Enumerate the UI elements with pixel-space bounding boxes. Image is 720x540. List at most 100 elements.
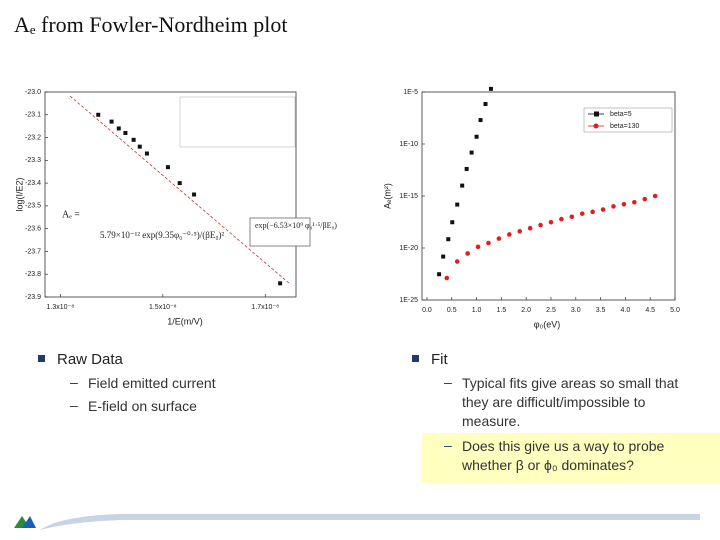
point: [137, 144, 142, 149]
y-tick-label: -23.4: [25, 180, 41, 187]
point: [486, 240, 491, 246]
slide-title: Aₑ from Fowler-Nordheim plot: [14, 12, 287, 37]
x-tick-label: 5.0: [670, 307, 680, 314]
x-tick-label: 3.5: [596, 307, 606, 314]
x-axis-title: 1/E(m/V): [167, 316, 203, 326]
point: [527, 225, 533, 231]
bullet-item: Does this give us a way to probe whether…: [462, 438, 665, 473]
x-tick-label: 1.3x10⁻⁸: [47, 304, 75, 311]
point: [441, 254, 446, 259]
bullet-item: Field emitted current: [88, 375, 216, 391]
point: [144, 151, 149, 156]
equation-box: [249, 217, 311, 247]
point: [496, 236, 502, 241]
x-tick-label: 4.0: [621, 307, 631, 314]
point: [444, 275, 450, 281]
x-tick-label: 0.0: [422, 307, 432, 314]
y-tick-label: 1E-15: [399, 193, 418, 200]
x-tick-label: 1.5: [497, 307, 507, 314]
point: [177, 181, 182, 186]
point: [483, 102, 488, 107]
point: [474, 134, 479, 139]
y-tick-label: 1E-20: [399, 245, 418, 252]
point: [450, 220, 455, 225]
y-tick-label: -23.5: [25, 203, 41, 210]
y-tick-label: 1E-10: [399, 141, 418, 148]
fit-table: [179, 96, 296, 148]
point: [469, 150, 474, 155]
point: [131, 137, 136, 142]
bullet-heading: Fit: [431, 351, 448, 368]
equation: exp(−6.53×10⁹ φ₀¹·⁵/βE₀): [255, 221, 337, 230]
point: [559, 216, 564, 222]
y-tick-label: -23.0: [25, 89, 41, 96]
point: [460, 183, 465, 188]
point: [632, 199, 637, 205]
y-tick-label: -23.1: [25, 112, 41, 119]
logo: [22, 516, 36, 528]
legend-label: beta=5: [610, 111, 632, 118]
point: [488, 86, 493, 91]
point: [579, 211, 585, 216]
point: [454, 259, 460, 264]
x-axis-title: φ₀(eV): [534, 319, 561, 329]
plot-frame: [44, 91, 297, 298]
x-tick-label: 1.5x10⁻⁸: [149, 304, 177, 311]
point: [621, 201, 627, 207]
y-tick-label: -23.6: [25, 226, 41, 233]
x-tick-label: 1.7x10⁻⁸: [251, 304, 279, 311]
point: [478, 118, 483, 123]
bullet: [412, 355, 419, 362]
point: [192, 192, 197, 197]
point: [548, 219, 554, 225]
x-tick-label: 3.0: [571, 307, 581, 314]
y-tick-label: -23.8: [25, 271, 41, 278]
point: [278, 281, 283, 286]
y-axis-title: log(I/E2): [14, 177, 24, 211]
dash: –: [444, 437, 452, 453]
point: [465, 251, 470, 256]
y-tick-label: 1E-25: [399, 297, 418, 304]
point: [437, 272, 442, 277]
dash: –: [444, 374, 452, 390]
legend-label: beta=130: [610, 123, 639, 130]
equation: 5.79×10⁻¹² exp(9.35φ₀⁻⁰·⁵)/(βE₀)²: [100, 230, 224, 240]
point: [569, 214, 575, 220]
x-tick-label: 1.0: [472, 307, 482, 314]
x-tick-label: 2.5: [546, 307, 556, 314]
point: [600, 207, 606, 212]
y-tick-label: -23.2: [25, 134, 41, 141]
bullet-heading: Raw Data: [57, 351, 123, 368]
x-tick-label: 0.5: [447, 307, 457, 314]
x-tick-label: 2.0: [521, 307, 531, 314]
dash: –: [70, 374, 78, 390]
footer-swoosh: [40, 514, 700, 530]
point: [590, 209, 595, 215]
fit-line: [69, 95, 291, 285]
y-tick-label: -23.3: [25, 157, 41, 164]
point: [464, 166, 469, 171]
point: [116, 126, 121, 131]
point: [517, 229, 523, 234]
point: [538, 222, 543, 228]
y-tick-label: -23.9: [25, 294, 41, 301]
bullet-item: E-field on surface: [88, 398, 197, 414]
point: [96, 112, 101, 117]
dash: –: [70, 397, 78, 413]
point: [475, 244, 481, 250]
y-tick-label: 1E-5: [403, 89, 418, 96]
point: [652, 193, 658, 199]
point: [123, 131, 128, 135]
point: [507, 232, 512, 237]
y-axis-title: Aₑ(m²): [382, 183, 392, 209]
point: [642, 196, 648, 202]
point: [455, 202, 460, 207]
bullet: [38, 355, 45, 362]
y-tick-label: -23.7: [25, 248, 41, 255]
point: [446, 237, 451, 242]
point: [165, 165, 170, 170]
equation: Aₑ =: [62, 209, 80, 220]
point: [109, 119, 114, 124]
